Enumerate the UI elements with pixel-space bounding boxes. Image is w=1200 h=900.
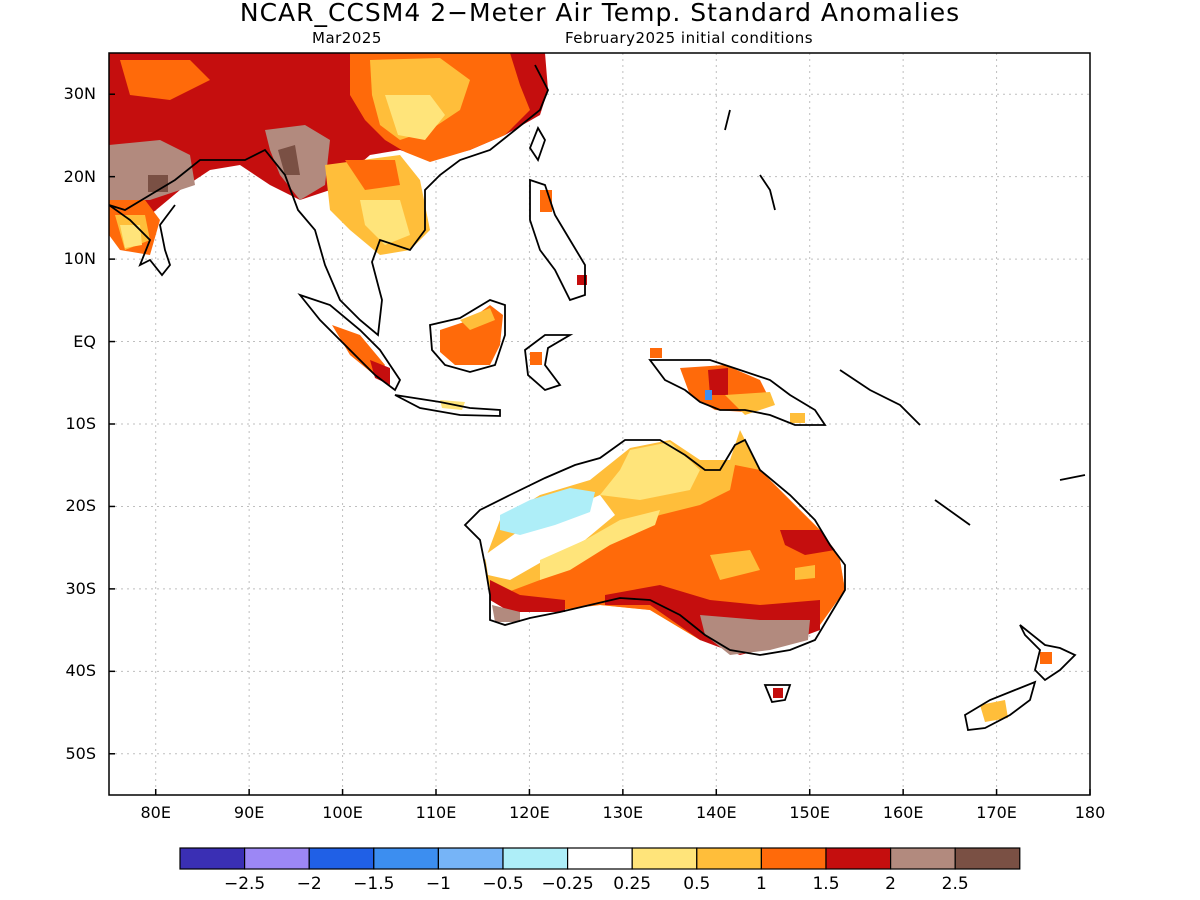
new-zealand-warm xyxy=(1040,652,1052,664)
colorbar-label: 2.5 xyxy=(941,874,969,894)
taiwan-coastline xyxy=(528,125,546,163)
australia-weak-band xyxy=(540,510,660,580)
lon-label: 160E xyxy=(882,803,924,822)
tasmania-strong xyxy=(773,688,783,698)
lat-label: 10S xyxy=(65,414,96,433)
lon-label: 100E xyxy=(322,803,363,822)
myanmar-peak-patch xyxy=(278,145,300,175)
initial-conditions: February2025 initial conditions xyxy=(565,29,814,47)
new-zealand-south-coastline xyxy=(963,680,1037,731)
lat-label: 40S xyxy=(65,661,96,681)
colorbar-swatch xyxy=(308,847,375,870)
colorbar-label: 1 xyxy=(755,874,767,894)
new-guinea-strong xyxy=(708,368,728,395)
borneo-coastline xyxy=(429,299,506,373)
new-guinea-mild xyxy=(725,392,775,415)
colorbar-swatch xyxy=(825,847,892,870)
colorbar-swatch xyxy=(954,847,1021,870)
lat-label: 20N xyxy=(63,166,96,186)
sulawesi-coastline xyxy=(524,334,574,392)
sumatra-strong xyxy=(370,360,390,385)
australia-se-strongest xyxy=(700,615,810,655)
png-east-mild xyxy=(790,413,805,423)
borneo-mild xyxy=(460,308,495,330)
colorbar-label: 0.25 xyxy=(613,874,652,894)
lon-label: 180 xyxy=(1074,803,1106,822)
lon-label: 80E xyxy=(140,803,171,822)
colorbar-swatch xyxy=(566,847,633,870)
colorbar-label: −2 xyxy=(296,874,322,894)
asia-coastline xyxy=(109,64,549,337)
sulawesi-warm xyxy=(530,352,542,365)
australia-mild-patch xyxy=(710,550,760,580)
colorbar-label: 2 xyxy=(885,874,897,894)
colorbar-swatch xyxy=(502,847,569,870)
colorbar-swatch xyxy=(244,847,310,870)
colorbar-label: 0.5 xyxy=(683,874,711,894)
india-strong-region xyxy=(109,140,195,200)
australia-warm-region xyxy=(500,465,845,650)
lon-label: 90E xyxy=(233,803,265,822)
indochina-warm-patch xyxy=(345,160,400,190)
colorbar xyxy=(179,847,1021,870)
colorbar-label: 1.5 xyxy=(812,874,840,894)
australia-coastline xyxy=(463,438,846,656)
graticule xyxy=(109,53,1090,795)
lat-label: 30S xyxy=(65,578,96,598)
anomaly-field xyxy=(109,53,1052,722)
india-coastline xyxy=(109,204,176,277)
australia-strong-ne xyxy=(780,530,835,555)
lon-label: 140E xyxy=(695,803,737,822)
colorbar-swatch xyxy=(373,847,439,870)
lon-label: 120E xyxy=(509,803,550,822)
china-weak-region xyxy=(385,95,445,140)
lat-label: 50S xyxy=(65,743,96,763)
australia-mild-patch-2 xyxy=(795,565,815,580)
nw-warm-patch xyxy=(120,60,210,100)
australia-cool-nw xyxy=(500,488,595,535)
colorbar-swatch xyxy=(889,847,956,870)
colorbar-label: −2.5 xyxy=(223,874,266,894)
australia-neutral-west xyxy=(485,495,615,580)
lon-label: 130E xyxy=(602,803,644,822)
new-guinea-cool-patch xyxy=(705,390,712,400)
lat-label: EQ xyxy=(73,331,96,351)
colorbar-swatch xyxy=(760,847,827,870)
lat-label: 10N xyxy=(63,249,96,269)
australia-sw-strongest xyxy=(492,605,520,622)
lat-label: 20S xyxy=(65,496,96,516)
new-guinea-coastline xyxy=(648,359,827,426)
colorbar-label: −0.25 xyxy=(541,874,594,894)
tasmania-coastline xyxy=(763,684,792,703)
south-india-weak xyxy=(120,225,142,248)
indochina-weak-patch xyxy=(360,200,410,245)
pacific-islands-coastline xyxy=(724,109,1086,526)
lat-label: 30N xyxy=(63,84,96,104)
lon-label: 110E xyxy=(415,803,457,822)
colorbar-swatch xyxy=(696,847,762,870)
sumatra-coastline xyxy=(297,293,402,392)
colorbar-label: −0.5 xyxy=(482,874,524,894)
lon-label: 150E xyxy=(789,803,831,822)
map-title: NCAR_CCSM4 2−Meter Air Temp. Standard An… xyxy=(239,0,961,27)
coastlines xyxy=(109,64,1086,731)
australia-weak-north xyxy=(600,442,700,500)
colorbar-swatch xyxy=(437,847,504,870)
colorbar-label: −1.5 xyxy=(353,874,395,894)
colorbar-label: −1 xyxy=(425,874,451,894)
java-coastline xyxy=(394,394,501,417)
australia-sw-strong xyxy=(490,580,565,612)
forecast-month: Mar2025 xyxy=(312,29,382,47)
lon-label: 170E xyxy=(976,803,1017,822)
colorbar-swatch xyxy=(179,847,246,870)
halmahera-warm xyxy=(650,348,662,358)
borneo-warm xyxy=(440,305,503,365)
new-zealand-mild xyxy=(980,700,1008,722)
axis-ticks xyxy=(109,93,1091,795)
new-zealand-north-coastline xyxy=(1019,624,1077,682)
philippines-coastline xyxy=(529,178,586,302)
colorbar-swatch xyxy=(631,847,698,870)
